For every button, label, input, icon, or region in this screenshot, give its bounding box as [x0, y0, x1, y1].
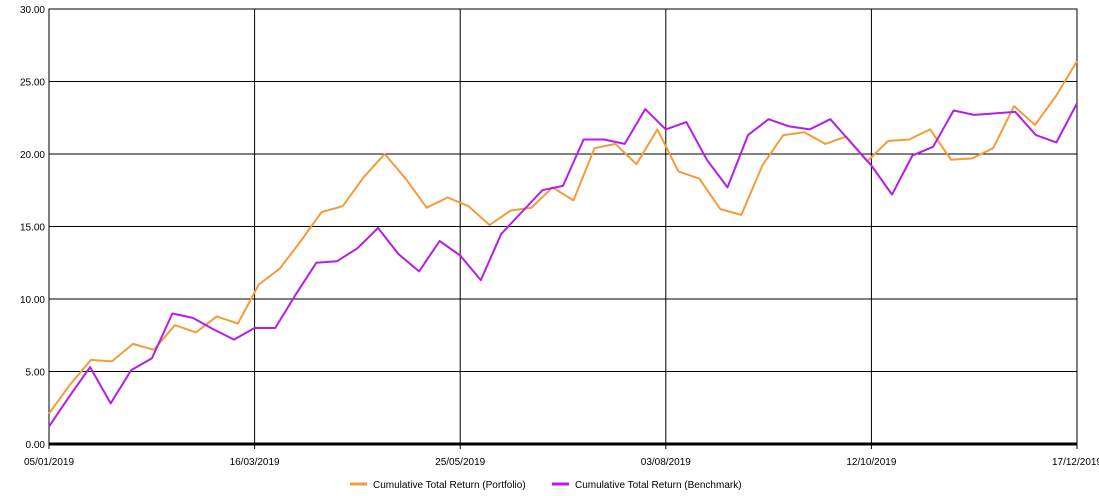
y-tick-label: 10.00	[20, 295, 45, 306]
x-tick-label: 16/03/2019	[230, 457, 280, 468]
x-tick-label: 17/12/2019	[1052, 457, 1099, 468]
y-axis-tick-labels: 0.00 5.00 10.00 15.00 20.00 25.00 30.00	[20, 5, 45, 451]
grid	[48, 8, 1078, 449]
legend-label: Cumulative Total Return (Portfolio)	[373, 480, 526, 491]
legend-label: Cumulative Total Return (Benchmark)	[575, 480, 742, 491]
series-line-portfolio	[48, 60, 1078, 415]
x-tick-label: 05/01/2019	[24, 457, 74, 468]
series-lines	[48, 60, 1078, 428]
x-tick-label: 25/05/2019	[435, 457, 485, 468]
x-axis-tick-labels: 05/01/2019 16/03/2019 25/05/2019 03/08/2019…	[24, 457, 1099, 468]
y-tick-label: 5.00	[26, 368, 46, 379]
x-tick-label: 03/08/2019	[641, 457, 691, 468]
y-tick-label: 15.00	[20, 223, 45, 234]
legend-item-portfolio: Cumulative Total Return (Portfolio)	[350, 480, 526, 491]
y-tick-label: 30.00	[20, 5, 45, 16]
y-tick-label: 25.00	[20, 78, 45, 89]
y-tick-label: 0.00	[26, 440, 46, 451]
series-line-benchmark	[48, 102, 1078, 428]
legend-item-benchmark: Cumulative Total Return (Benchmark)	[552, 480, 742, 491]
y-tick-label: 20.00	[20, 150, 45, 161]
x-tick-label: 12/10/2019	[846, 457, 896, 468]
legend: Cumulative Total Return (Portfolio) Cumul…	[350, 480, 742, 491]
